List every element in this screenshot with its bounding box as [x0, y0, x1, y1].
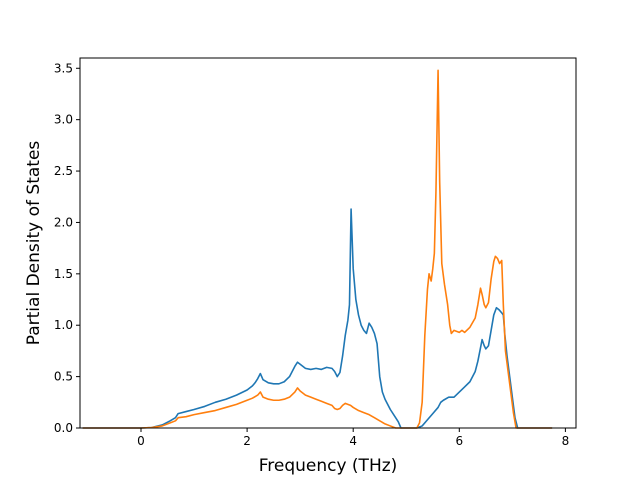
x-tick-label: 6	[455, 434, 463, 448]
y-tick-label: 0.0	[54, 421, 73, 435]
y-tick-label: 2.0	[54, 215, 73, 229]
y-tick-label: 0.5	[54, 370, 73, 384]
y-tick-label: 1.5	[54, 267, 73, 281]
y-axis-label: Partial Density of States	[24, 141, 44, 346]
x-tick-label: 8	[562, 434, 570, 448]
y-tick-label: 3.5	[54, 61, 73, 75]
y-tick-label: 3.0	[54, 113, 73, 127]
x-tick-label: 2	[243, 434, 251, 448]
series-line-2	[82, 69, 553, 429]
plot-frame	[79, 57, 577, 429]
y-tick-label: 1.0	[54, 318, 73, 332]
series-line-1	[82, 208, 553, 429]
x-tick-label: 4	[349, 434, 357, 448]
x-axis: 0 2 4 6 8	[137, 428, 569, 448]
x-tick-label: 0	[137, 434, 145, 448]
series-layer	[82, 69, 553, 429]
x-axis-label: Frequency (THz)	[259, 456, 398, 476]
y-axis: 0.0 0.5 1.0 1.5 2.0 2.5 3.0 3.5	[54, 61, 80, 435]
y-tick-label: 2.5	[54, 164, 73, 178]
